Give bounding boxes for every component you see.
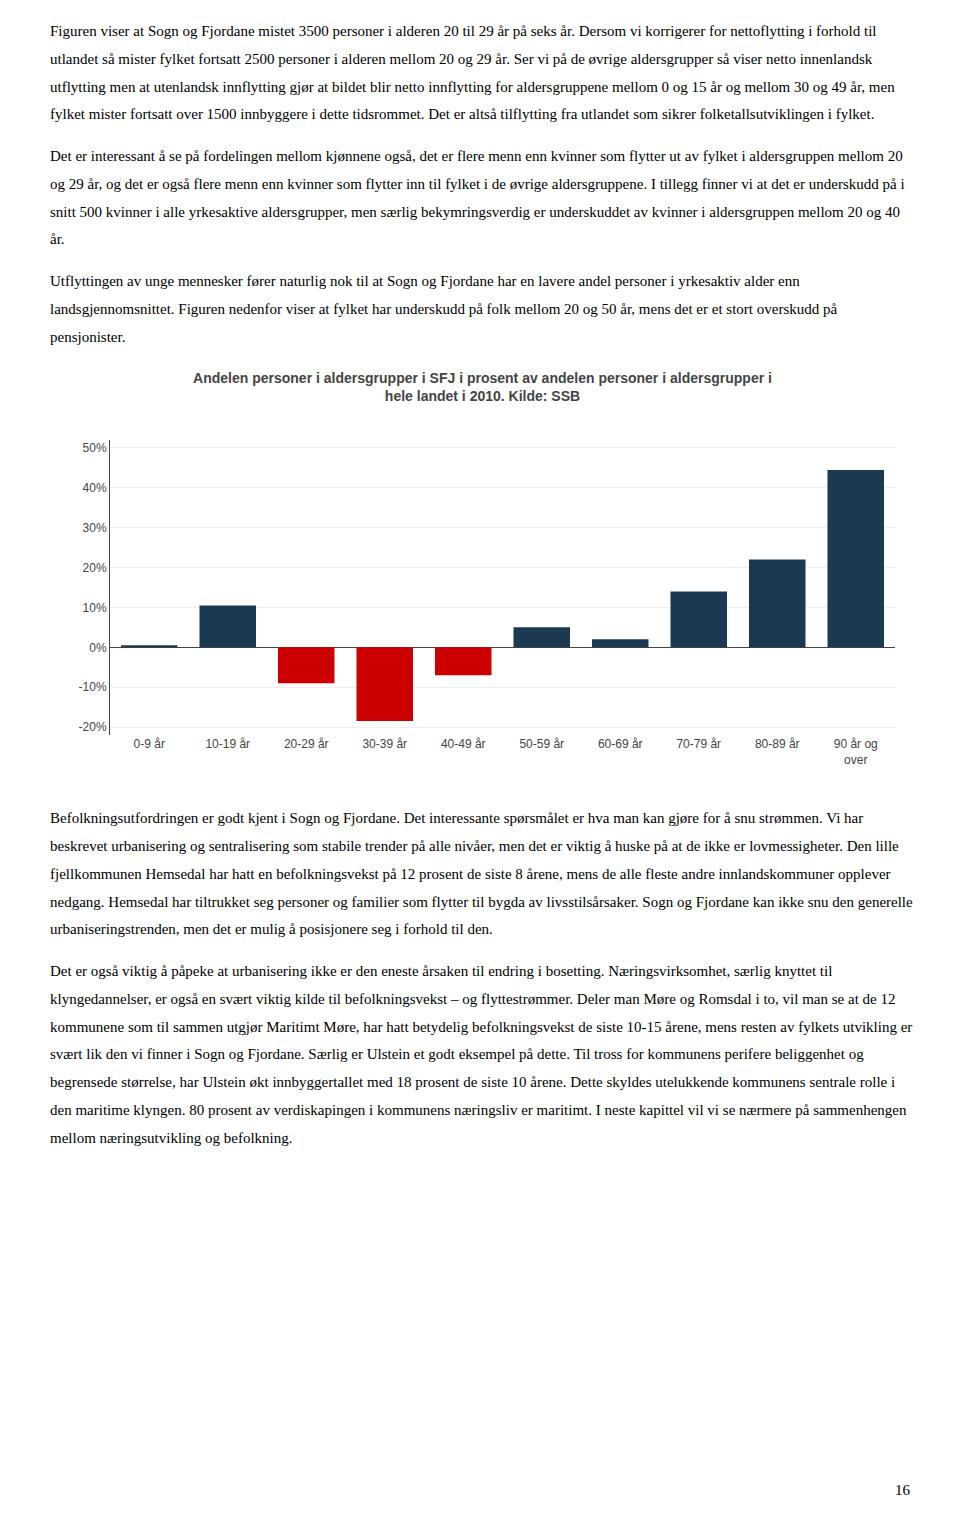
html-text:Det er interessant å se på for: Det er interessant å se på fordelingen m… <box>50 148 905 248</box>
svg-text:50%: 50% <box>83 441 107 455</box>
svg-text:20-29 år: 20-29 år <box>284 737 329 751</box>
svg-text:90 år ogover: 90 år ogover <box>834 737 878 767</box>
svg-text:30-39 år: 30-39 år <box>362 737 407 751</box>
html-text:Det er også viktig å påpeke at: Det er også viktig å påpeke at urbaniser… <box>50 963 913 1146</box>
svg-text:-20%: -20% <box>79 720 107 734</box>
svg-text:10%: 10% <box>83 601 107 615</box>
svg-text:Andelen personer i aldersgrupp: Andelen personer i aldersgrupper i SFJ i… <box>193 370 772 404</box>
svg-text:50-59 år: 50-59 år <box>519 737 564 751</box>
svg-text:70-79 år: 70-79 år <box>676 737 721 751</box>
svg-text:80-89 år: 80-89 år <box>755 737 800 751</box>
html-text:16: 16 <box>895 1482 910 1498</box>
svg-text:30%: 30% <box>83 521 107 535</box>
svg-text:20%: 20% <box>83 561 107 575</box>
svg-text:40%: 40% <box>83 481 107 495</box>
svg-text:0%: 0% <box>89 641 107 655</box>
html-text:Befolkningsutfordringen er god: Befolkningsutfordringen er godt kjent i … <box>50 810 913 938</box>
svg-text:10-19 år: 10-19 år <box>205 737 250 751</box>
svg-text:0-9 år: 0-9 år <box>134 737 165 751</box>
svg-text:40-49 år: 40-49 år <box>441 737 486 751</box>
html-text:Utflyttingen av unge mennesker: Utflyttingen av unge mennesker fører nat… <box>50 273 838 345</box>
html-text:Figuren viser at Sogn og Fjord: Figuren viser at Sogn og Fjordane mistet… <box>50 23 895 123</box>
svg-text:-10%: -10% <box>79 681 107 695</box>
svg-text:60-69 år: 60-69 år <box>598 737 643 751</box>
